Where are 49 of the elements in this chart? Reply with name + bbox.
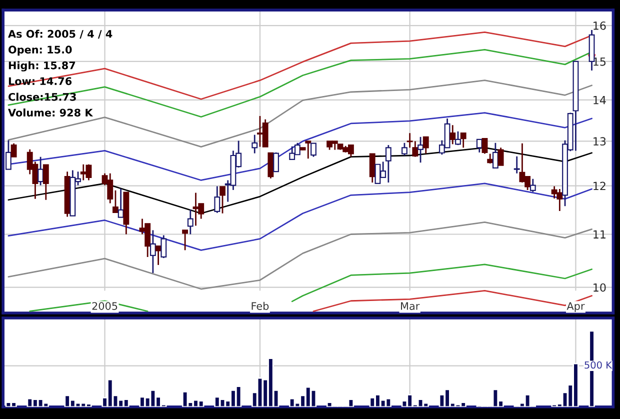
x-tick-label: Apr xyxy=(566,302,585,312)
annotation: High: 15.87 xyxy=(8,61,76,72)
candlestick xyxy=(10,142,17,158)
candlestick xyxy=(112,190,118,214)
candlestick xyxy=(418,136,424,164)
line-series xyxy=(8,146,592,214)
candlestick xyxy=(402,142,408,156)
candlestick xyxy=(310,142,316,158)
y-tick-label: 16 xyxy=(594,21,606,30)
candlestick xyxy=(514,156,520,174)
candlestick xyxy=(187,208,194,235)
candlestick xyxy=(422,136,429,154)
ref-line-label: 500 K xyxy=(584,361,612,369)
annotation: Open: 15.0 xyxy=(8,46,72,56)
candlestick xyxy=(498,146,504,166)
candlestick xyxy=(220,186,226,214)
candlestick xyxy=(38,156,44,186)
candlestick xyxy=(369,153,376,184)
candlestick xyxy=(273,152,279,172)
candlestick xyxy=(487,153,494,164)
candlestick xyxy=(268,152,274,180)
candlestick xyxy=(492,142,498,169)
candlestick xyxy=(214,186,220,214)
candlestick xyxy=(460,132,466,148)
candlestick xyxy=(450,124,456,145)
y-tick-label: 14 xyxy=(594,96,606,104)
candlestick xyxy=(252,134,258,154)
x-tick-label: Mar xyxy=(401,302,420,310)
candlestick xyxy=(182,230,188,251)
candlestick xyxy=(476,138,482,154)
annotation: As Of: 2005 / 4 / 4 xyxy=(8,30,112,39)
candlestick xyxy=(482,138,488,154)
x-tick-label: 2005 xyxy=(92,302,118,310)
x-tick-label: Feb xyxy=(252,302,269,310)
line-series xyxy=(312,290,592,312)
candlestick xyxy=(42,164,49,201)
y-tick-label: 11 xyxy=(594,230,606,238)
y-tick-label: 13 xyxy=(594,137,606,146)
line-series xyxy=(8,222,592,290)
candlestick xyxy=(160,234,167,259)
y-tick-label: 15 xyxy=(594,58,606,66)
y-tick-label: 12 xyxy=(594,182,606,190)
candlestick xyxy=(530,178,536,193)
line-series xyxy=(8,182,592,251)
annotation: Volume: 928 K xyxy=(8,108,94,117)
annotation: Low: 14.76 xyxy=(8,77,72,86)
candlestick xyxy=(150,230,156,274)
y-tick-label: 10 xyxy=(594,283,606,292)
candlestick xyxy=(455,130,461,146)
